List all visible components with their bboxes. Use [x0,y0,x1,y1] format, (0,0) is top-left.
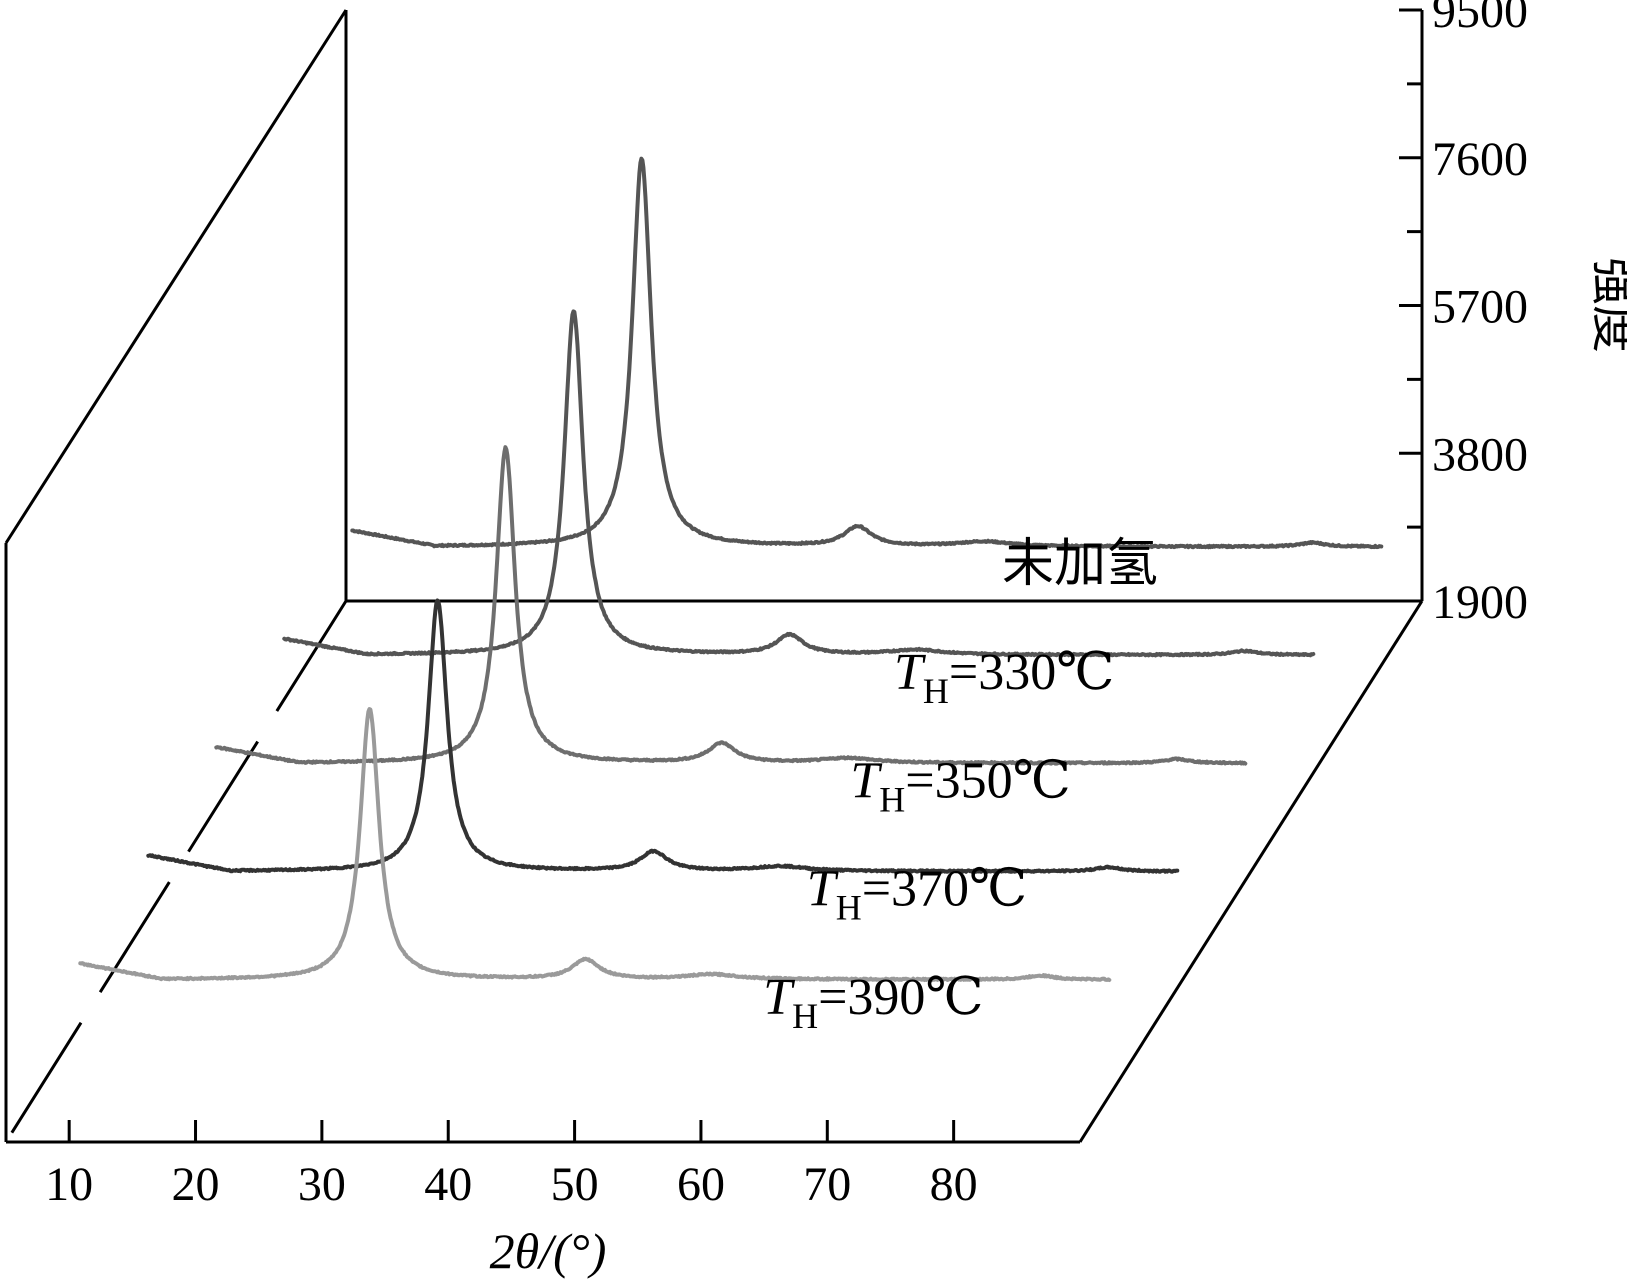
y-axis-ticks: 1900 3800 5700 7600 9500 [1399,0,1528,629]
series-label: TH=390℃ [763,969,983,1036]
xrd-traces [78,156,1384,982]
x-tick-label: 30 [298,1158,346,1211]
series-label: TH=330℃ [894,644,1114,711]
x-tick-label: 70 [803,1158,851,1211]
right-depth-edge [1078,600,1424,1143]
x-tick-label: 20 [172,1158,220,1211]
y-tick-label: 7600 [1432,133,1528,186]
series-label: TH=350℃ [850,752,1070,819]
y-tick-label: 1900 [1432,576,1528,629]
x-tick-label: 60 [677,1158,725,1211]
back-top-diagonal [4,9,348,544]
floor-left-depth-edge [4,600,348,1143]
series-line [350,156,1384,550]
y-tick-label: 3800 [1432,428,1528,481]
y-tick-label: 5700 [1432,281,1528,334]
y-tick-label: 9500 [1432,0,1528,38]
series-line [214,445,1248,766]
series-label: 未加氢 [1002,536,1158,593]
x-axis-label: 2θ/(°) [490,1223,607,1279]
x-tick-label: 10 [45,1158,93,1211]
series-labels: 未加氢 TH=330℃ TH=350℃ TH=370℃ TH=390℃ [763,536,1158,1036]
y-axis-label: 强度 [1587,257,1627,353]
x-tick-label: 80 [930,1158,978,1211]
x-axis-ticks: 10 20 30 40 50 60 70 80 [45,1120,978,1211]
series-line [282,309,1316,658]
x-tick-label: 50 [551,1158,599,1211]
chart-frame [4,9,1424,1144]
series-line [78,707,1112,982]
x-tick-label: 40 [424,1158,472,1211]
series-label: TH=370℃ [807,861,1027,928]
series-line [146,598,1180,874]
